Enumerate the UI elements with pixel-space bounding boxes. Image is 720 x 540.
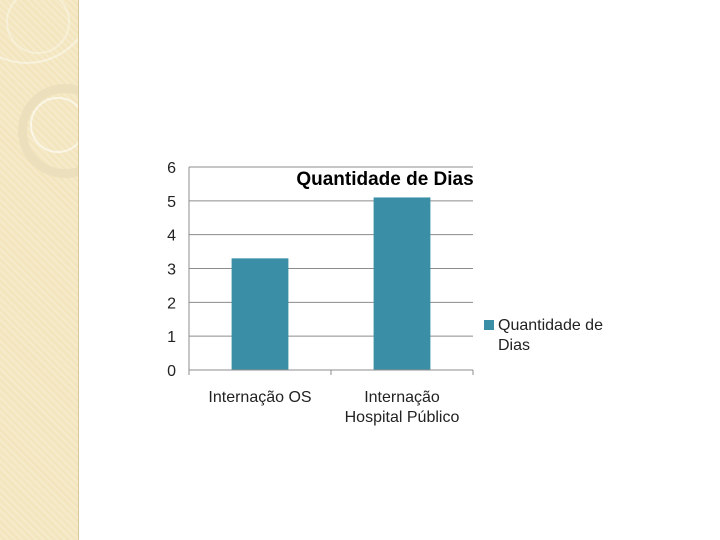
legend-label: Quantidade de Dias	[498, 317, 603, 354]
x-tick-label: Internação OS	[208, 389, 311, 406]
y-tick-label: 0	[167, 363, 176, 380]
x-tick-label: Internação Hospital Público	[345, 389, 460, 426]
decorative-side-strip	[0, 0, 79, 540]
legend-swatch	[484, 320, 494, 330]
y-tick-label: 4	[167, 228, 176, 245]
legend: Quantidade de Dias	[484, 317, 603, 354]
bar	[373, 197, 431, 370]
y-tick-label: 2	[167, 295, 176, 312]
bars	[231, 197, 431, 370]
decorative-ring	[30, 97, 78, 153]
decorative-ring	[6, 0, 70, 54]
decorative-ring	[18, 84, 78, 178]
axes: 0 1 2 3 4 5 6 Internação OS Internação Hospital P…	[167, 160, 474, 426]
chart-title: Quantidade de Dias	[296, 169, 473, 190]
y-tick-label: 1	[167, 329, 176, 346]
bar	[231, 258, 289, 370]
y-tick-label: 3	[167, 262, 176, 279]
y-tick-label: 5	[167, 194, 176, 211]
y-tick-label: 6	[167, 160, 176, 177]
